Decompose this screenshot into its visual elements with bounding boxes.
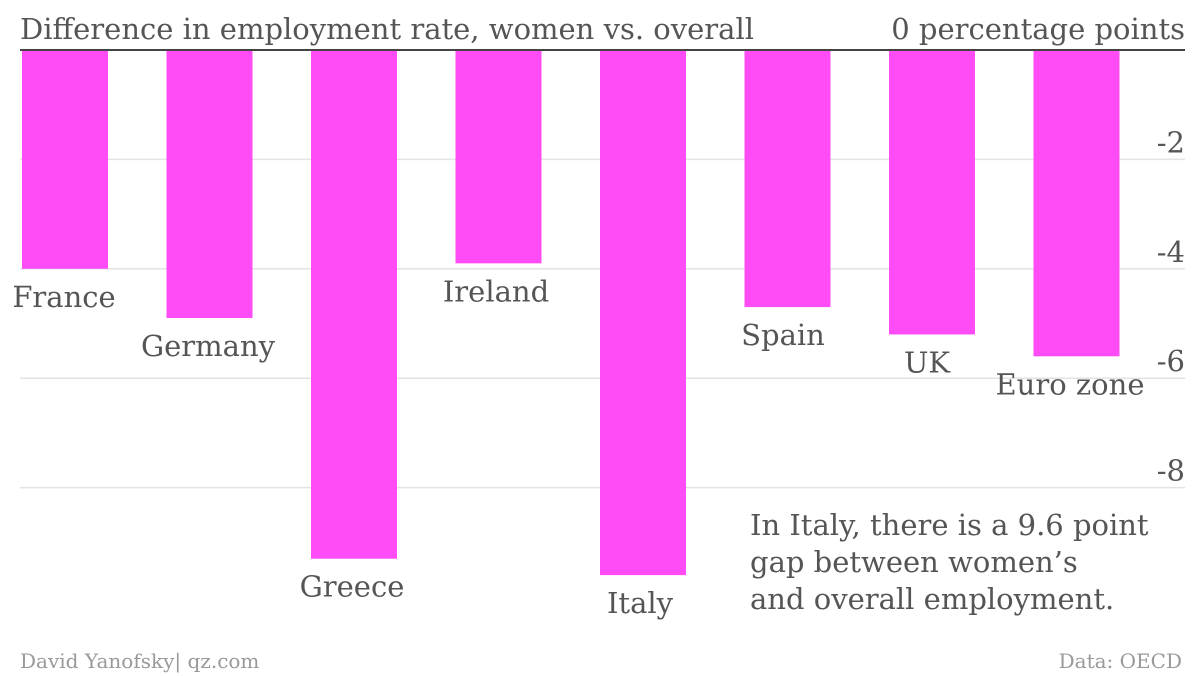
- bar-germany: [166, 50, 253, 319]
- bars: [22, 50, 1120, 576]
- category-label: Spain: [741, 318, 825, 352]
- category-label: Euro zone: [996, 367, 1145, 401]
- category-label: France: [12, 280, 115, 314]
- category-label: Ireland: [443, 274, 549, 308]
- bar-euro-zone: [1033, 50, 1120, 357]
- bar-italy: [600, 50, 686, 576]
- category-labels: France Germany Greece Ireland Italy Spain UK Eu…: [12, 274, 1144, 620]
- y-tick-label: -8: [1157, 454, 1185, 488]
- category-label: UK: [904, 345, 951, 379]
- annotation-line-2: gap between women’s: [750, 545, 1078, 579]
- y-tick-label: -4: [1157, 235, 1185, 269]
- annotation-line-1: In Italy, there is a 9.6 point: [750, 508, 1149, 542]
- bar-france: [22, 50, 108, 269]
- data-source: Data: OECD: [1059, 649, 1182, 673]
- y-tick-label: -2: [1157, 125, 1185, 159]
- chart-title: Difference in employment rate, women vs.…: [20, 12, 754, 46]
- category-label: Greece: [300, 570, 405, 604]
- annotation-line-3: and overall employment.: [750, 582, 1114, 616]
- bar-ireland: [455, 50, 542, 264]
- unit-label: 0 percentage points: [891, 12, 1185, 46]
- bar-spain: [744, 50, 831, 308]
- bar-uk: [889, 50, 975, 335]
- category-label: Germany: [141, 329, 276, 363]
- category-label: Italy: [607, 586, 674, 620]
- y-axis-ticks: -2 -4 -6 -8: [1157, 125, 1185, 487]
- source-credit: David Yanofsky| qz.com: [20, 649, 259, 674]
- bar-greece: [311, 50, 397, 559]
- y-tick-label: -6: [1157, 344, 1185, 378]
